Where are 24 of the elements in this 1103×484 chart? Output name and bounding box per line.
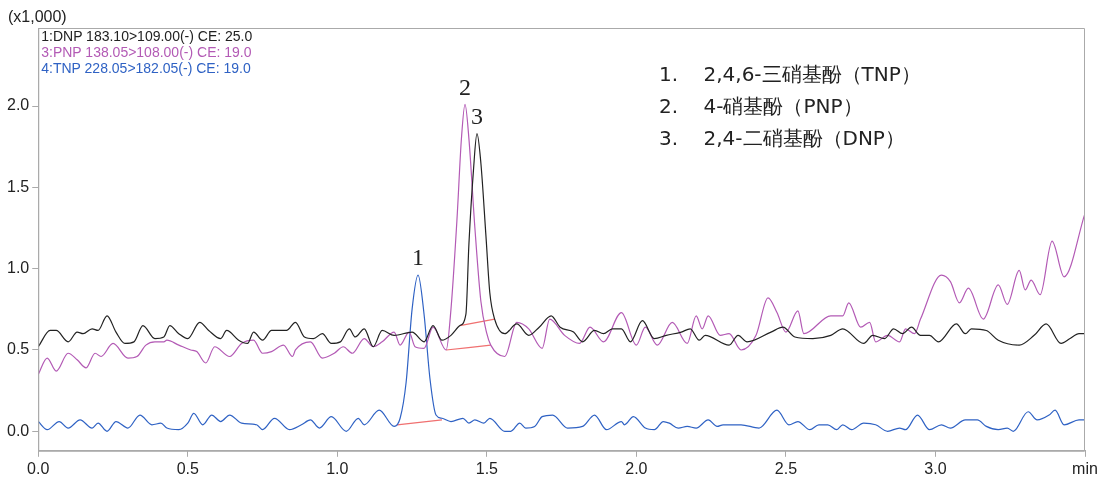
annotation: 2. 4-硝基酚（PNP）: [658, 94, 863, 119]
x-tick-label: 2.5: [774, 459, 798, 477]
text: 3:PNP 138.05>108.00(-) CE: 19.0: [41, 43, 252, 60]
annotation: 1: [412, 244, 425, 271]
y-tick-label: 0.0: [6, 421, 30, 439]
x-tick-label: 1.0: [326, 459, 349, 477]
y-tick-label: 1.5: [6, 177, 30, 195]
x-tick-label: 0.5: [176, 459, 199, 477]
annotation: 3: [470, 103, 483, 129]
annotation: 3. 2,4-二硝基酚（DNP）: [658, 126, 905, 151]
y-tick-label: 0.5: [6, 340, 30, 358]
text: 4:TNP 228.05>182.05(-) CE: 19.0: [41, 59, 251, 76]
annotation: 1. 2,4,6-三硝基酚（TNP）: [658, 62, 921, 87]
text: 1:DNP 183.10>109.00(-) CE: 25.0: [41, 27, 253, 44]
y-tick-label: 2.0: [6, 96, 30, 114]
x-tick-label: min: [1072, 459, 1098, 477]
y-tick-label: 1.0: [6, 259, 30, 277]
x-tick-label: 0.0: [27, 459, 50, 477]
line-series: [38, 274, 1085, 432]
y-axis-title: (x1,000): [8, 8, 67, 26]
annotation: 2: [459, 73, 472, 100]
x-tick-label: 1.5: [475, 459, 499, 477]
x-tick-label: 2.0: [625, 459, 648, 477]
x-tick-label: 3.0: [924, 459, 947, 477]
